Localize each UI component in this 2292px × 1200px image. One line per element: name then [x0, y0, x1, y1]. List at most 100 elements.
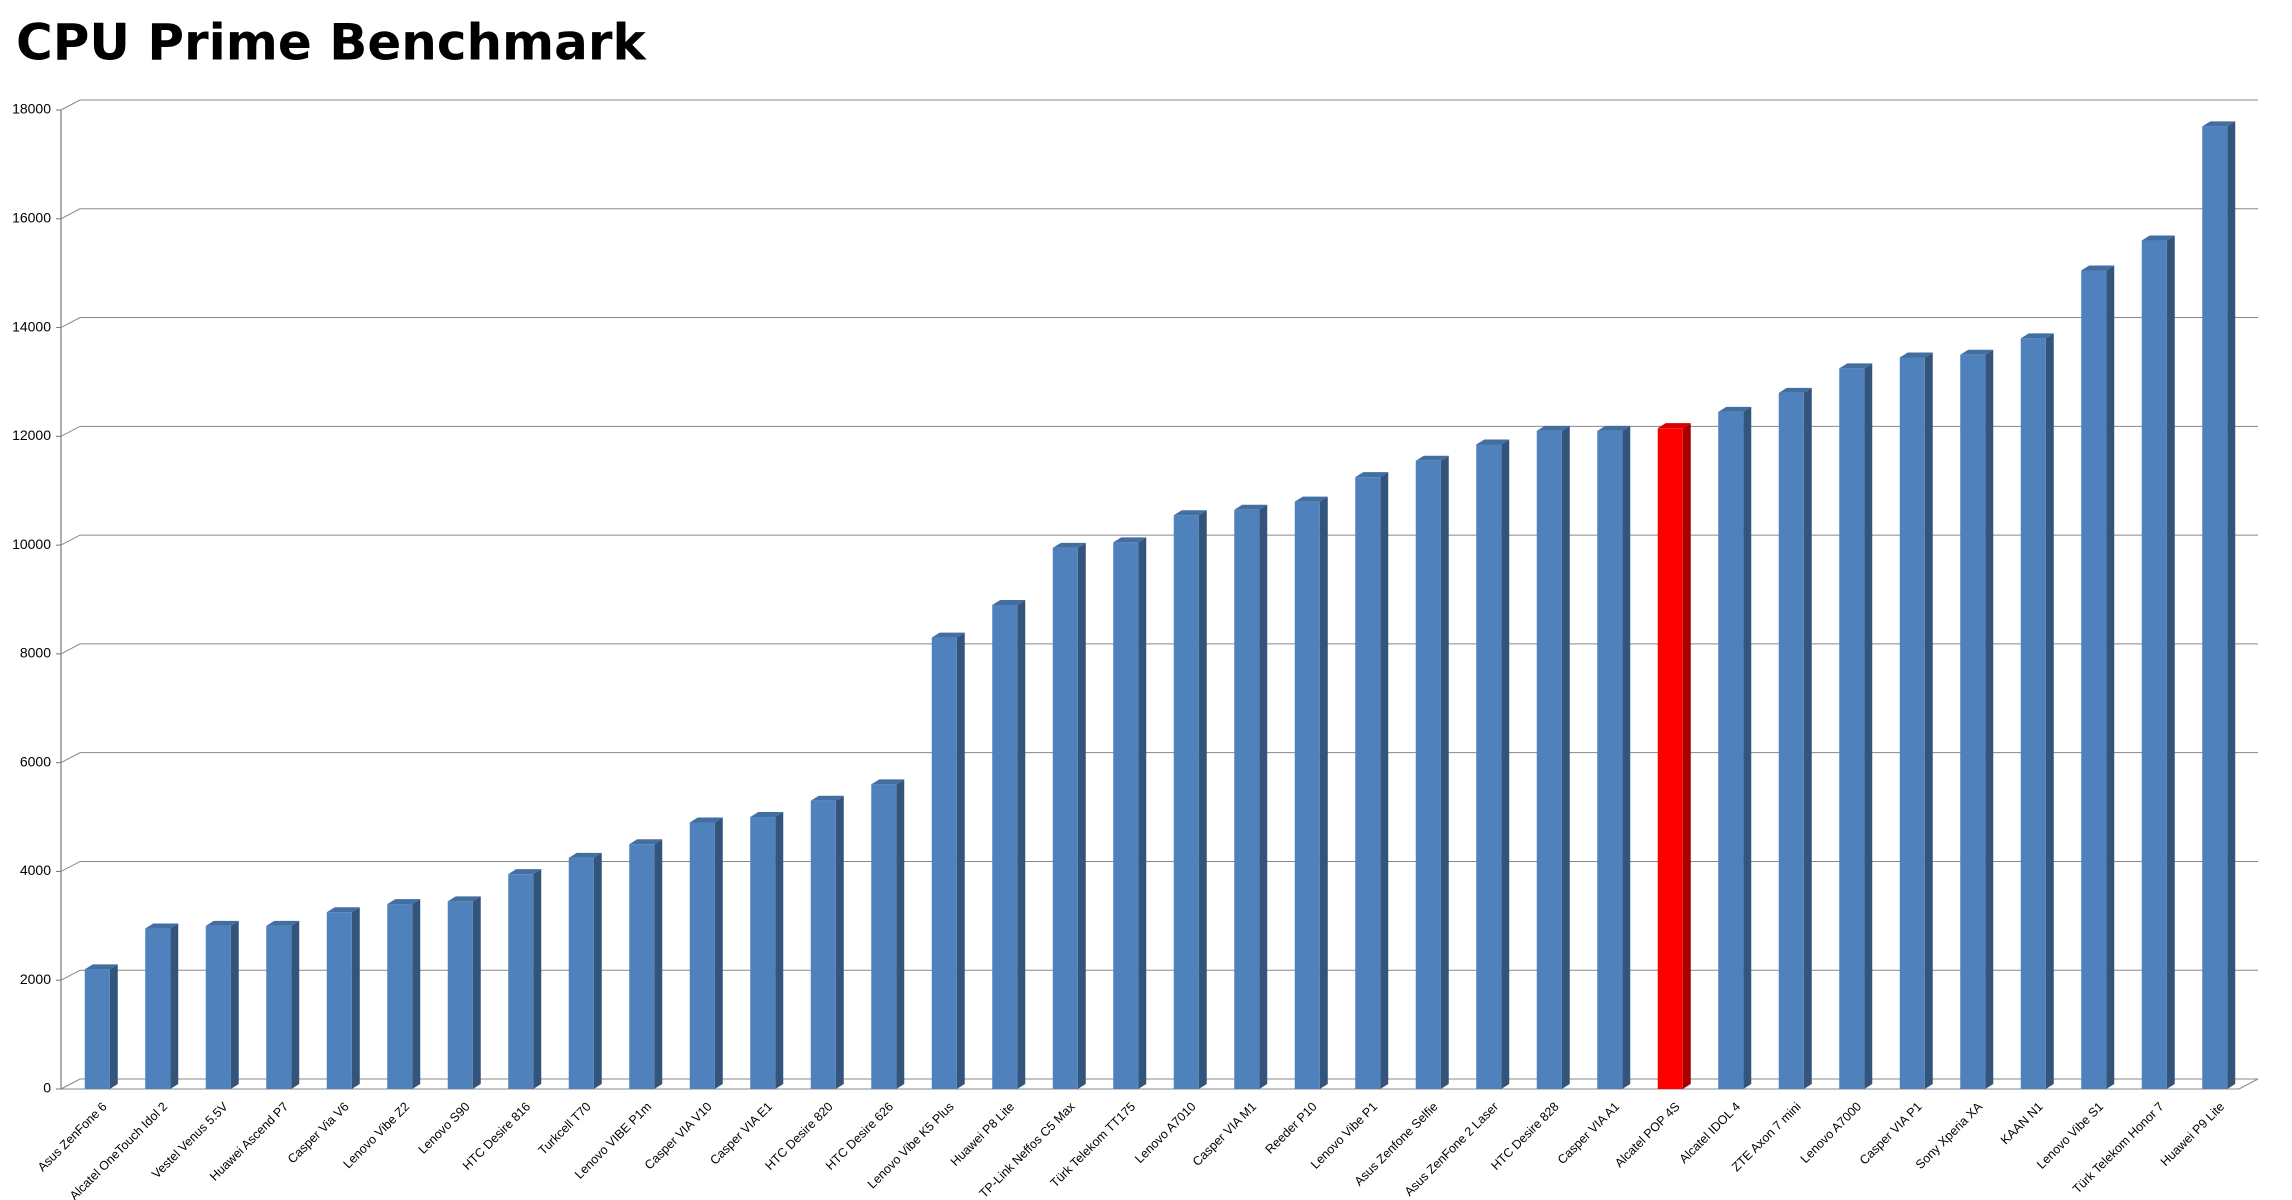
bar-top [931, 632, 965, 638]
bar-side [1077, 542, 1086, 1089]
chart-title: CPU Prime Benchmark [16, 14, 648, 72]
bar-top [1052, 542, 1086, 548]
bar-side [714, 817, 723, 1089]
y-tick-label: 0 [43, 1080, 51, 1096]
bar-side [351, 907, 360, 1089]
bar [1778, 392, 1804, 1089]
grid-line [60, 425, 2258, 437]
x-tick-label: Casper VIA E1 [707, 1100, 775, 1168]
bar-top [871, 779, 905, 785]
bar-top [992, 599, 1026, 605]
grid-line [60, 208, 2258, 220]
bar-side [1440, 455, 1449, 1089]
bar [326, 912, 352, 1089]
grid-line [60, 1078, 2258, 1090]
bar-top [568, 852, 602, 858]
bar-top [2081, 265, 2115, 271]
bar [84, 969, 110, 1089]
bar-top [629, 839, 663, 845]
bar [1476, 444, 1502, 1089]
bar [629, 844, 655, 1089]
x-tick-label: Alcatel OneTouch Idol 2 [67, 1100, 170, 1200]
y-tick-label: 2000 [20, 971, 51, 987]
x-tick-label: Alcatel IDOL 4 [1677, 1100, 1744, 1167]
bar-side [230, 920, 239, 1089]
bar [810, 800, 836, 1089]
bar-top [750, 812, 784, 818]
y-tick-label: 18000 [12, 101, 51, 117]
bar [1718, 411, 1744, 1089]
bar [750, 817, 776, 1089]
bar-side [1682, 423, 1691, 1089]
bar-side [533, 869, 542, 1089]
x-tick-label: Alcatel POP 4S [1612, 1100, 1683, 1171]
y-tick-label: 4000 [20, 862, 51, 878]
bar [205, 925, 231, 1089]
bar-side [896, 779, 905, 1089]
bar [1113, 542, 1139, 1089]
bar [1597, 430, 1623, 1090]
bar-side [412, 899, 421, 1089]
bar-side [1138, 537, 1147, 1089]
bar-top [326, 907, 360, 913]
grid-line [60, 317, 2258, 328]
bar-top [1234, 504, 1268, 510]
bar [871, 784, 897, 1089]
bar [387, 904, 413, 1089]
bar-side [291, 920, 300, 1089]
x-tick-label: Huawei P9 Lite [2158, 1100, 2227, 1169]
bar-top [1536, 425, 1570, 431]
grid-line [60, 99, 2258, 111]
bar-side [1561, 425, 1570, 1090]
x-tick-label: Lenovo A7000 [1798, 1100, 1864, 1166]
bar-side [1380, 472, 1389, 1089]
bar-top [2202, 121, 2236, 127]
bar-top [1355, 472, 1389, 478]
x-tick-label: Reeder P10 [1263, 1100, 1320, 1157]
bar [1173, 515, 1199, 1089]
bar-top [1294, 496, 1328, 502]
bar-side [472, 896, 481, 1089]
bar [931, 637, 957, 1089]
bar [2141, 240, 2167, 1090]
bar-side [2227, 121, 2236, 1090]
bar-top [1113, 537, 1147, 543]
bar-side [956, 632, 965, 1089]
y-tick-label: 6000 [20, 753, 51, 769]
bar [2081, 270, 2107, 1089]
bar-top [1173, 510, 1207, 516]
y-tick-label: 16000 [12, 209, 51, 225]
x-tick-label: Lenovo Vibe Z2 [341, 1100, 413, 1172]
bar [1052, 547, 1078, 1089]
bar-side [1985, 349, 1994, 1089]
bar [447, 901, 473, 1089]
bar-top [205, 920, 239, 926]
bar [2020, 338, 2046, 1089]
bar-top [810, 795, 844, 801]
bar-side [654, 839, 663, 1089]
bar [1960, 354, 1986, 1089]
bar [689, 822, 715, 1089]
bar-top [2020, 333, 2054, 339]
bar-top [1960, 349, 1994, 355]
bar-side [1259, 504, 1268, 1090]
bar-side [593, 852, 602, 1089]
bar-top [1597, 425, 1631, 431]
bar-side [2106, 265, 2115, 1089]
bar [1657, 428, 1683, 1089]
bar-top [1899, 352, 1933, 358]
bar-top [387, 899, 421, 905]
grid-line [60, 643, 2258, 655]
bar-side [1622, 425, 1631, 1090]
x-tick-label: Huawei P8 Lite [948, 1100, 1017, 1169]
bar-side [2045, 333, 2054, 1089]
bar [1839, 368, 1865, 1089]
x-tick-label: Lenovo A7010 [1132, 1100, 1198, 1166]
bar-side [1501, 439, 1510, 1089]
y-tick-label: 10000 [12, 536, 51, 552]
grid-line [60, 752, 2258, 764]
bar-side [1017, 599, 1026, 1089]
bar-side [2166, 235, 2175, 1090]
bar [992, 604, 1018, 1089]
